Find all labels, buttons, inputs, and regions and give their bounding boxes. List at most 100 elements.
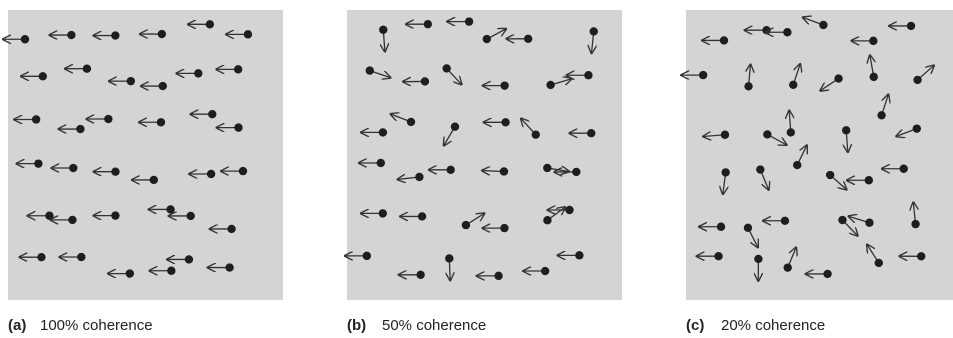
- dot: [378, 128, 388, 137]
- dot: [417, 212, 427, 221]
- dot: [501, 118, 510, 127]
- dot: [572, 167, 581, 177]
- dot: [763, 130, 772, 139]
- dot: [379, 25, 388, 34]
- dot: [234, 123, 243, 132]
- dot: [786, 128, 796, 137]
- dot: [911, 219, 920, 229]
- dot: [208, 110, 217, 119]
- dot: [206, 169, 216, 179]
- dot: [780, 216, 790, 225]
- dot: [205, 20, 215, 29]
- dot: [543, 216, 552, 225]
- dot: [446, 165, 455, 175]
- dot: [362, 251, 372, 261]
- panel-c: (c) 20% coherence: [681, 10, 953, 334]
- dot: [157, 29, 167, 39]
- dot: [464, 17, 474, 26]
- dot: [899, 164, 908, 173]
- dot: [523, 34, 533, 44]
- dot: [762, 25, 771, 35]
- dot: [825, 170, 835, 180]
- panel-background: [347, 10, 622, 300]
- dot: [714, 252, 723, 261]
- dot: [420, 77, 430, 86]
- dot: [111, 211, 120, 220]
- dot: [841, 126, 851, 135]
- panel-label: (c): [686, 317, 704, 334]
- dot: [865, 218, 874, 227]
- dot: [416, 270, 425, 280]
- dot: [793, 160, 802, 170]
- panel-a: (a) 100% coherence: [3, 10, 283, 334]
- dot: [869, 72, 878, 82]
- dot: [719, 36, 729, 45]
- dot: [34, 159, 43, 168]
- dot: [111, 167, 120, 176]
- dot: [20, 35, 30, 44]
- dot: [565, 205, 574, 215]
- dot: [76, 124, 85, 134]
- dot: [423, 19, 433, 29]
- dot: [233, 65, 243, 74]
- panel-label: (a): [8, 317, 26, 334]
- dot: [227, 224, 236, 234]
- dot-field: [3, 20, 253, 278]
- dot: [194, 69, 203, 78]
- dot: [540, 266, 550, 276]
- dot: [783, 28, 792, 37]
- dot: [543, 163, 552, 173]
- dot: [744, 82, 753, 91]
- dot: [445, 254, 454, 263]
- dot: [916, 252, 926, 261]
- panel-caption: 100% coherence: [40, 317, 153, 334]
- dot: [869, 36, 878, 46]
- dot: [378, 209, 387, 218]
- dot: [243, 30, 253, 39]
- dot: [754, 254, 763, 264]
- dot: [877, 111, 886, 120]
- dot: [698, 70, 708, 80]
- dot: [365, 66, 374, 75]
- dot: [906, 21, 916, 31]
- dot-field: [681, 17, 934, 281]
- dot: [720, 130, 730, 139]
- dot: [415, 172, 424, 182]
- dot-field: [345, 17, 598, 280]
- dot: [494, 271, 503, 281]
- dot: [184, 255, 194, 264]
- dot: [68, 215, 77, 225]
- dot: [82, 64, 92, 73]
- dot: [225, 263, 234, 272]
- dot: [149, 175, 158, 185]
- dot: [864, 176, 874, 185]
- dot: [913, 75, 922, 85]
- dot: [819, 20, 828, 30]
- dot: [575, 251, 584, 260]
- panel-background: [8, 10, 283, 300]
- dot: [589, 27, 598, 36]
- dot: [125, 269, 135, 278]
- dot: [500, 223, 509, 233]
- dot: [584, 71, 593, 80]
- dot: [499, 167, 509, 176]
- dot: [743, 223, 753, 233]
- dot: [238, 166, 248, 176]
- panel-caption: 50% coherence: [382, 317, 486, 334]
- dot: [38, 72, 47, 81]
- panel-label: (b): [347, 317, 366, 334]
- dot: [874, 258, 883, 268]
- dot: [376, 158, 385, 168]
- dot: [823, 269, 832, 279]
- dot: [500, 81, 509, 90]
- dot: [716, 222, 726, 231]
- dot: [834, 74, 843, 83]
- dot: [531, 130, 540, 139]
- panel-b: (b) 50% coherence: [345, 10, 622, 334]
- dot: [77, 252, 86, 262]
- dot: [69, 163, 78, 173]
- panel-caption: 20% coherence: [721, 317, 825, 334]
- dot: [167, 266, 176, 275]
